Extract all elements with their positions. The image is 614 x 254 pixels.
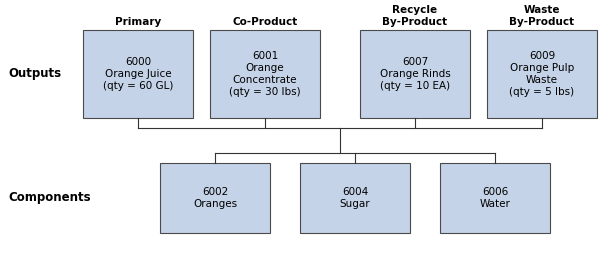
Bar bbox=[83, 30, 193, 118]
Text: 6000: 6000 bbox=[125, 57, 151, 67]
Text: Orange Rinds: Orange Rinds bbox=[379, 69, 451, 79]
Text: Primary: Primary bbox=[115, 17, 161, 27]
Text: Orange: Orange bbox=[246, 63, 284, 73]
Text: Waste
By-Product: Waste By-Product bbox=[510, 5, 575, 27]
Text: 6006: 6006 bbox=[482, 187, 508, 197]
Text: Orange Pulp: Orange Pulp bbox=[510, 63, 574, 73]
Bar bbox=[360, 30, 470, 118]
Text: Outputs: Outputs bbox=[8, 68, 61, 81]
Text: (qty = 5 lbs): (qty = 5 lbs) bbox=[510, 87, 575, 97]
Text: Waste: Waste bbox=[526, 75, 558, 85]
Text: Orange Juice: Orange Juice bbox=[105, 69, 171, 79]
Bar bbox=[300, 163, 410, 233]
Text: Components: Components bbox=[8, 192, 91, 204]
Text: 6009: 6009 bbox=[529, 51, 555, 61]
Text: (qty = 10 EA): (qty = 10 EA) bbox=[380, 81, 450, 91]
Text: 6001: 6001 bbox=[252, 51, 278, 61]
Text: Co-Product: Co-Product bbox=[232, 17, 298, 27]
Bar bbox=[210, 30, 320, 118]
Text: Oranges: Oranges bbox=[193, 199, 237, 209]
Bar bbox=[487, 30, 597, 118]
Text: Water: Water bbox=[480, 199, 510, 209]
Bar bbox=[160, 163, 270, 233]
Text: (qty = 60 GL): (qty = 60 GL) bbox=[103, 81, 173, 91]
Text: 6007: 6007 bbox=[402, 57, 428, 67]
Text: (qty = 30 lbs): (qty = 30 lbs) bbox=[229, 87, 301, 97]
Text: 6004: 6004 bbox=[342, 187, 368, 197]
Text: 6002: 6002 bbox=[202, 187, 228, 197]
Text: Concentrate: Concentrate bbox=[233, 75, 297, 85]
Bar bbox=[440, 163, 550, 233]
Text: Recycle
By-Product: Recycle By-Product bbox=[383, 5, 448, 27]
Text: Sugar: Sugar bbox=[340, 199, 370, 209]
